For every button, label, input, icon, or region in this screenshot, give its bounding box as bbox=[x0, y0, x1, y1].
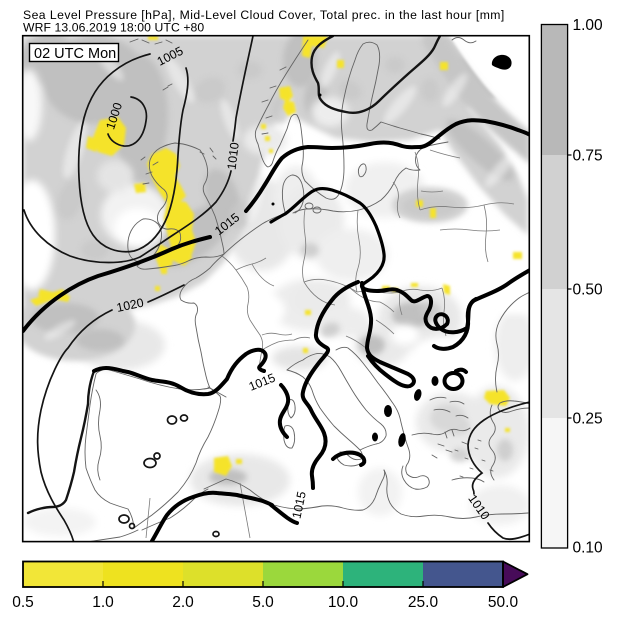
svg-text:0.25: 0.25 bbox=[573, 411, 603, 428]
svg-text:25.0: 25.0 bbox=[408, 594, 439, 611]
svg-text:1020: 1020 bbox=[115, 295, 145, 314]
svg-text:1.0: 1.0 bbox=[92, 594, 114, 611]
svg-text:2.0: 2.0 bbox=[172, 594, 194, 611]
svg-text:0.75: 0.75 bbox=[573, 148, 603, 165]
svg-text:1.00: 1.00 bbox=[573, 17, 604, 34]
svg-text:0.5: 0.5 bbox=[12, 594, 34, 611]
svg-text:02 UTC Mon: 02 UTC Mon bbox=[34, 46, 116, 62]
svg-text:0.10: 0.10 bbox=[573, 540, 604, 557]
svg-text:5.0: 5.0 bbox=[252, 594, 274, 611]
svg-text:Sea Level Pressure [hPa], Mid-: Sea Level Pressure [hPa], Mid-Level Clou… bbox=[23, 8, 505, 22]
svg-text:0.50: 0.50 bbox=[573, 282, 604, 299]
svg-text:50.0: 50.0 bbox=[488, 594, 519, 611]
svg-text:1010: 1010 bbox=[225, 141, 242, 170]
svg-text:10.0: 10.0 bbox=[328, 594, 359, 611]
svg-text:WRF 13.06.2019 18:00 UTC +80: WRF 13.06.2019 18:00 UTC +80 bbox=[23, 21, 204, 35]
svg-text:1015: 1015 bbox=[290, 490, 309, 520]
